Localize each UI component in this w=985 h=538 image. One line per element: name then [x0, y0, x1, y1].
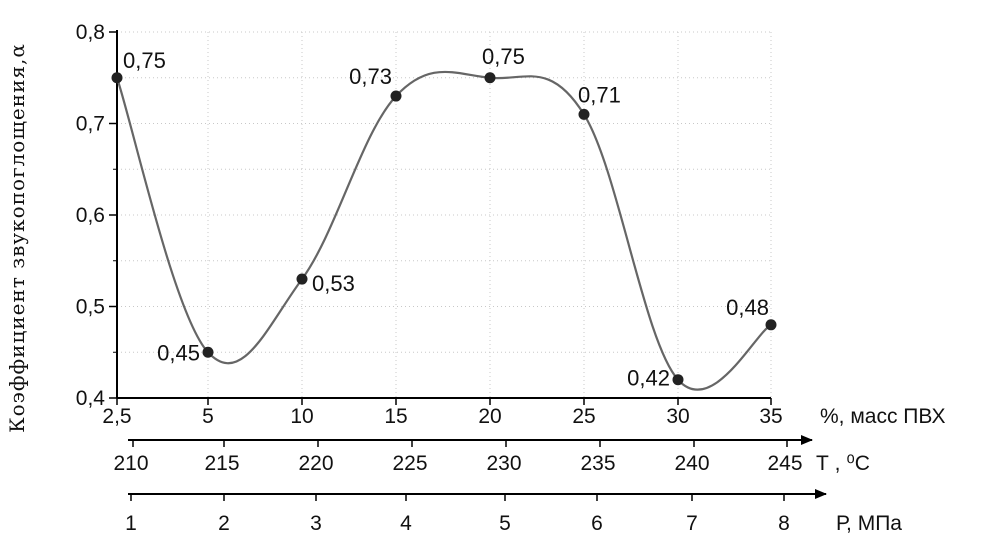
x-tick-label-temperature: 240 — [674, 452, 709, 475]
x-tick-label-temperature: 235 — [580, 452, 615, 475]
x-axis-label-temperature: Т , ⁰С — [816, 452, 870, 475]
x-tick-label-pressure: 4 — [400, 512, 412, 535]
x-tick-label-temperature: 220 — [298, 452, 333, 475]
y-tick-label: 0,7 — [76, 113, 105, 136]
x-tick-label-percent: 10 — [290, 405, 313, 428]
data-label: 0,75 — [482, 44, 525, 69]
data-point — [111, 72, 123, 84]
data-points — [111, 72, 777, 386]
y-tick-label: 0,4 — [76, 387, 106, 410]
x-tick-label-pressure: 7 — [686, 512, 698, 535]
x-tick-label-pressure: 8 — [778, 512, 790, 535]
x-tick-label-temperature: 225 — [392, 452, 427, 475]
x-tick-label-percent: 30 — [666, 405, 689, 428]
y-tick-label: 0,5 — [76, 296, 105, 319]
x-tick-label-temperature: 245 — [767, 452, 802, 475]
x-tick-label-pressure: 3 — [310, 512, 322, 535]
series-line — [115, 70, 772, 391]
x-tick-label-percent: 15 — [384, 405, 407, 428]
data-label: 0,45 — [157, 340, 200, 365]
x-tick-label-percent: 20 — [478, 405, 501, 428]
x-tick-label-temperature: 215 — [204, 452, 239, 475]
data-label: 0,71 — [578, 82, 621, 107]
data-label: 0,75 — [123, 48, 166, 73]
y-axis-label: Коэффициент звукопоглощения,α — [5, 43, 29, 433]
x-tick-label-percent: 2,5 — [102, 405, 131, 428]
x-tick-label-percent: 5 — [202, 405, 214, 428]
x-tick-label-percent: 35 — [759, 405, 782, 428]
x-tick-label-pressure: 1 — [125, 512, 137, 535]
x-tick-label-pressure: 2 — [218, 512, 230, 535]
data-point — [202, 346, 214, 358]
x-axis-label-pressure: Р, МПа — [836, 512, 902, 535]
data-point — [390, 90, 402, 102]
grid — [117, 31, 772, 398]
y-tick-label: 0,8 — [76, 21, 105, 44]
x-tick-label-pressure: 5 — [499, 512, 511, 535]
data-point — [296, 273, 308, 285]
data-label: 0,48 — [726, 295, 769, 320]
data-label: 0,53 — [312, 271, 355, 296]
data-point — [484, 72, 496, 84]
x-tick-label-percent: 25 — [572, 405, 595, 428]
data-point — [578, 108, 590, 120]
data-point — [765, 319, 777, 331]
data-point — [672, 374, 684, 386]
x-tick-label-pressure: 6 — [591, 512, 603, 535]
x-tick-label-temperature: 210 — [113, 452, 148, 475]
y-tick-label: 0,6 — [76, 204, 105, 227]
data-label: 0,73 — [349, 64, 392, 89]
data-labels: 0,75 0,45 0,53 0,73 0,75 0,71 0,42 0,48 — [123, 44, 769, 391]
axes: 0,4 0,5 0,6 0,7 0,8 — [76, 21, 771, 410]
x-tick-label-temperature: 230 — [486, 452, 521, 475]
x-axis-label-percent: %, масс ПВХ — [820, 405, 945, 428]
data-label: 0,42 — [627, 366, 670, 391]
